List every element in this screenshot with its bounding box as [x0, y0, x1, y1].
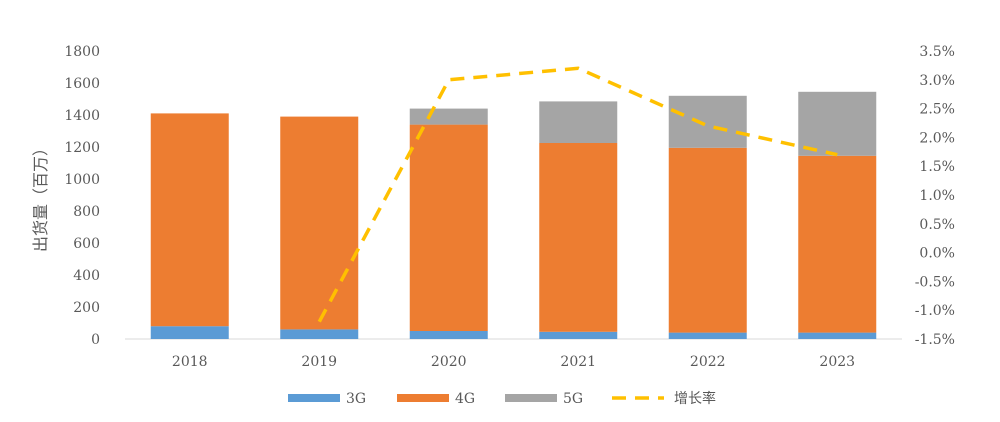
x-tick-label: 2018 [172, 354, 208, 370]
bar-3g-2018 [150, 326, 229, 339]
bar-4g-2022 [668, 147, 747, 333]
legend-label: 4G [455, 391, 475, 407]
bar-3g-2023 [798, 332, 877, 339]
y2-tick-label: 3.5% [919, 44, 955, 60]
y-tick-label: 400 [73, 268, 100, 284]
right-axis-ticks: -1.5% -1.0% -0.5% 0.0% 0.5% 1.0% 1.5% 2.0% 2.5% 3… [915, 44, 955, 348]
y2-tick-label: -1.0% [915, 303, 955, 319]
legend-label: 3G [346, 391, 366, 407]
legend-swatch-5g [505, 394, 557, 402]
bar-4g-2020 [409, 124, 488, 331]
left-axis-ticks: 0 200 400 600 800 1000 1200 1400 1600 1800 [64, 44, 100, 348]
y-tick-label: 1400 [64, 108, 100, 124]
bar-4g-2021 [539, 143, 618, 332]
y-tick-label: 800 [73, 204, 100, 220]
legend-swatch-4g [397, 394, 449, 402]
y-tick-label: 1800 [64, 44, 100, 60]
y2-tick-label: 3.0% [919, 73, 955, 89]
y2-tick-label: 1.0% [919, 188, 955, 204]
legend: 3G 4G 5G 增长率 [288, 390, 716, 407]
y-tick-label: 1600 [64, 76, 100, 92]
y-tick-label: 1000 [64, 172, 100, 188]
bar-3g-2019 [280, 329, 359, 339]
y2-tick-label: 0.5% [919, 217, 955, 233]
y2-tick-label: -1.5% [915, 332, 955, 348]
x-tick-label: 2023 [819, 354, 855, 370]
bar-3g-2021 [539, 331, 618, 339]
y2-tick-label: -0.5% [915, 274, 955, 290]
y-tick-label: 600 [73, 236, 100, 252]
y-tick-label: 200 [73, 300, 100, 316]
growth-rate-line [317, 66, 838, 323]
bar-5g-2023 [798, 91, 877, 156]
legend-label: 增长率 [674, 390, 716, 407]
legend-label: 5G [563, 391, 583, 407]
y2-tick-label: 1.5% [919, 159, 955, 175]
bar-5g-2020 [409, 108, 488, 125]
bar-4g-2023 [798, 155, 877, 333]
x-axis-ticks: 2018 2019 2020 2021 2022 2023 [172, 354, 855, 370]
legend-swatch-3g [288, 394, 340, 402]
y2-tick-label: 0.0% [919, 246, 955, 262]
bar-5g-2022 [668, 95, 747, 148]
bar-3g-2020 [409, 331, 488, 339]
x-tick-label: 2020 [431, 354, 467, 370]
bar-4g-2018 [150, 113, 229, 327]
y-tick-label: 1200 [64, 140, 100, 156]
y2-tick-label: 2.5% [919, 102, 955, 118]
y-tick-label: 0 [91, 332, 100, 348]
x-tick-label: 2021 [560, 354, 596, 370]
y2-tick-label: 2.0% [919, 130, 955, 146]
bar-4g-2019 [280, 116, 359, 330]
bar-3g-2022 [668, 332, 747, 339]
x-tick-label: 2022 [690, 354, 726, 370]
x-tick-label: 2019 [301, 354, 337, 370]
bars [150, 91, 877, 339]
y-axis-label: 出货量（百万） [31, 140, 50, 252]
bar-5g-2021 [539, 101, 618, 143]
